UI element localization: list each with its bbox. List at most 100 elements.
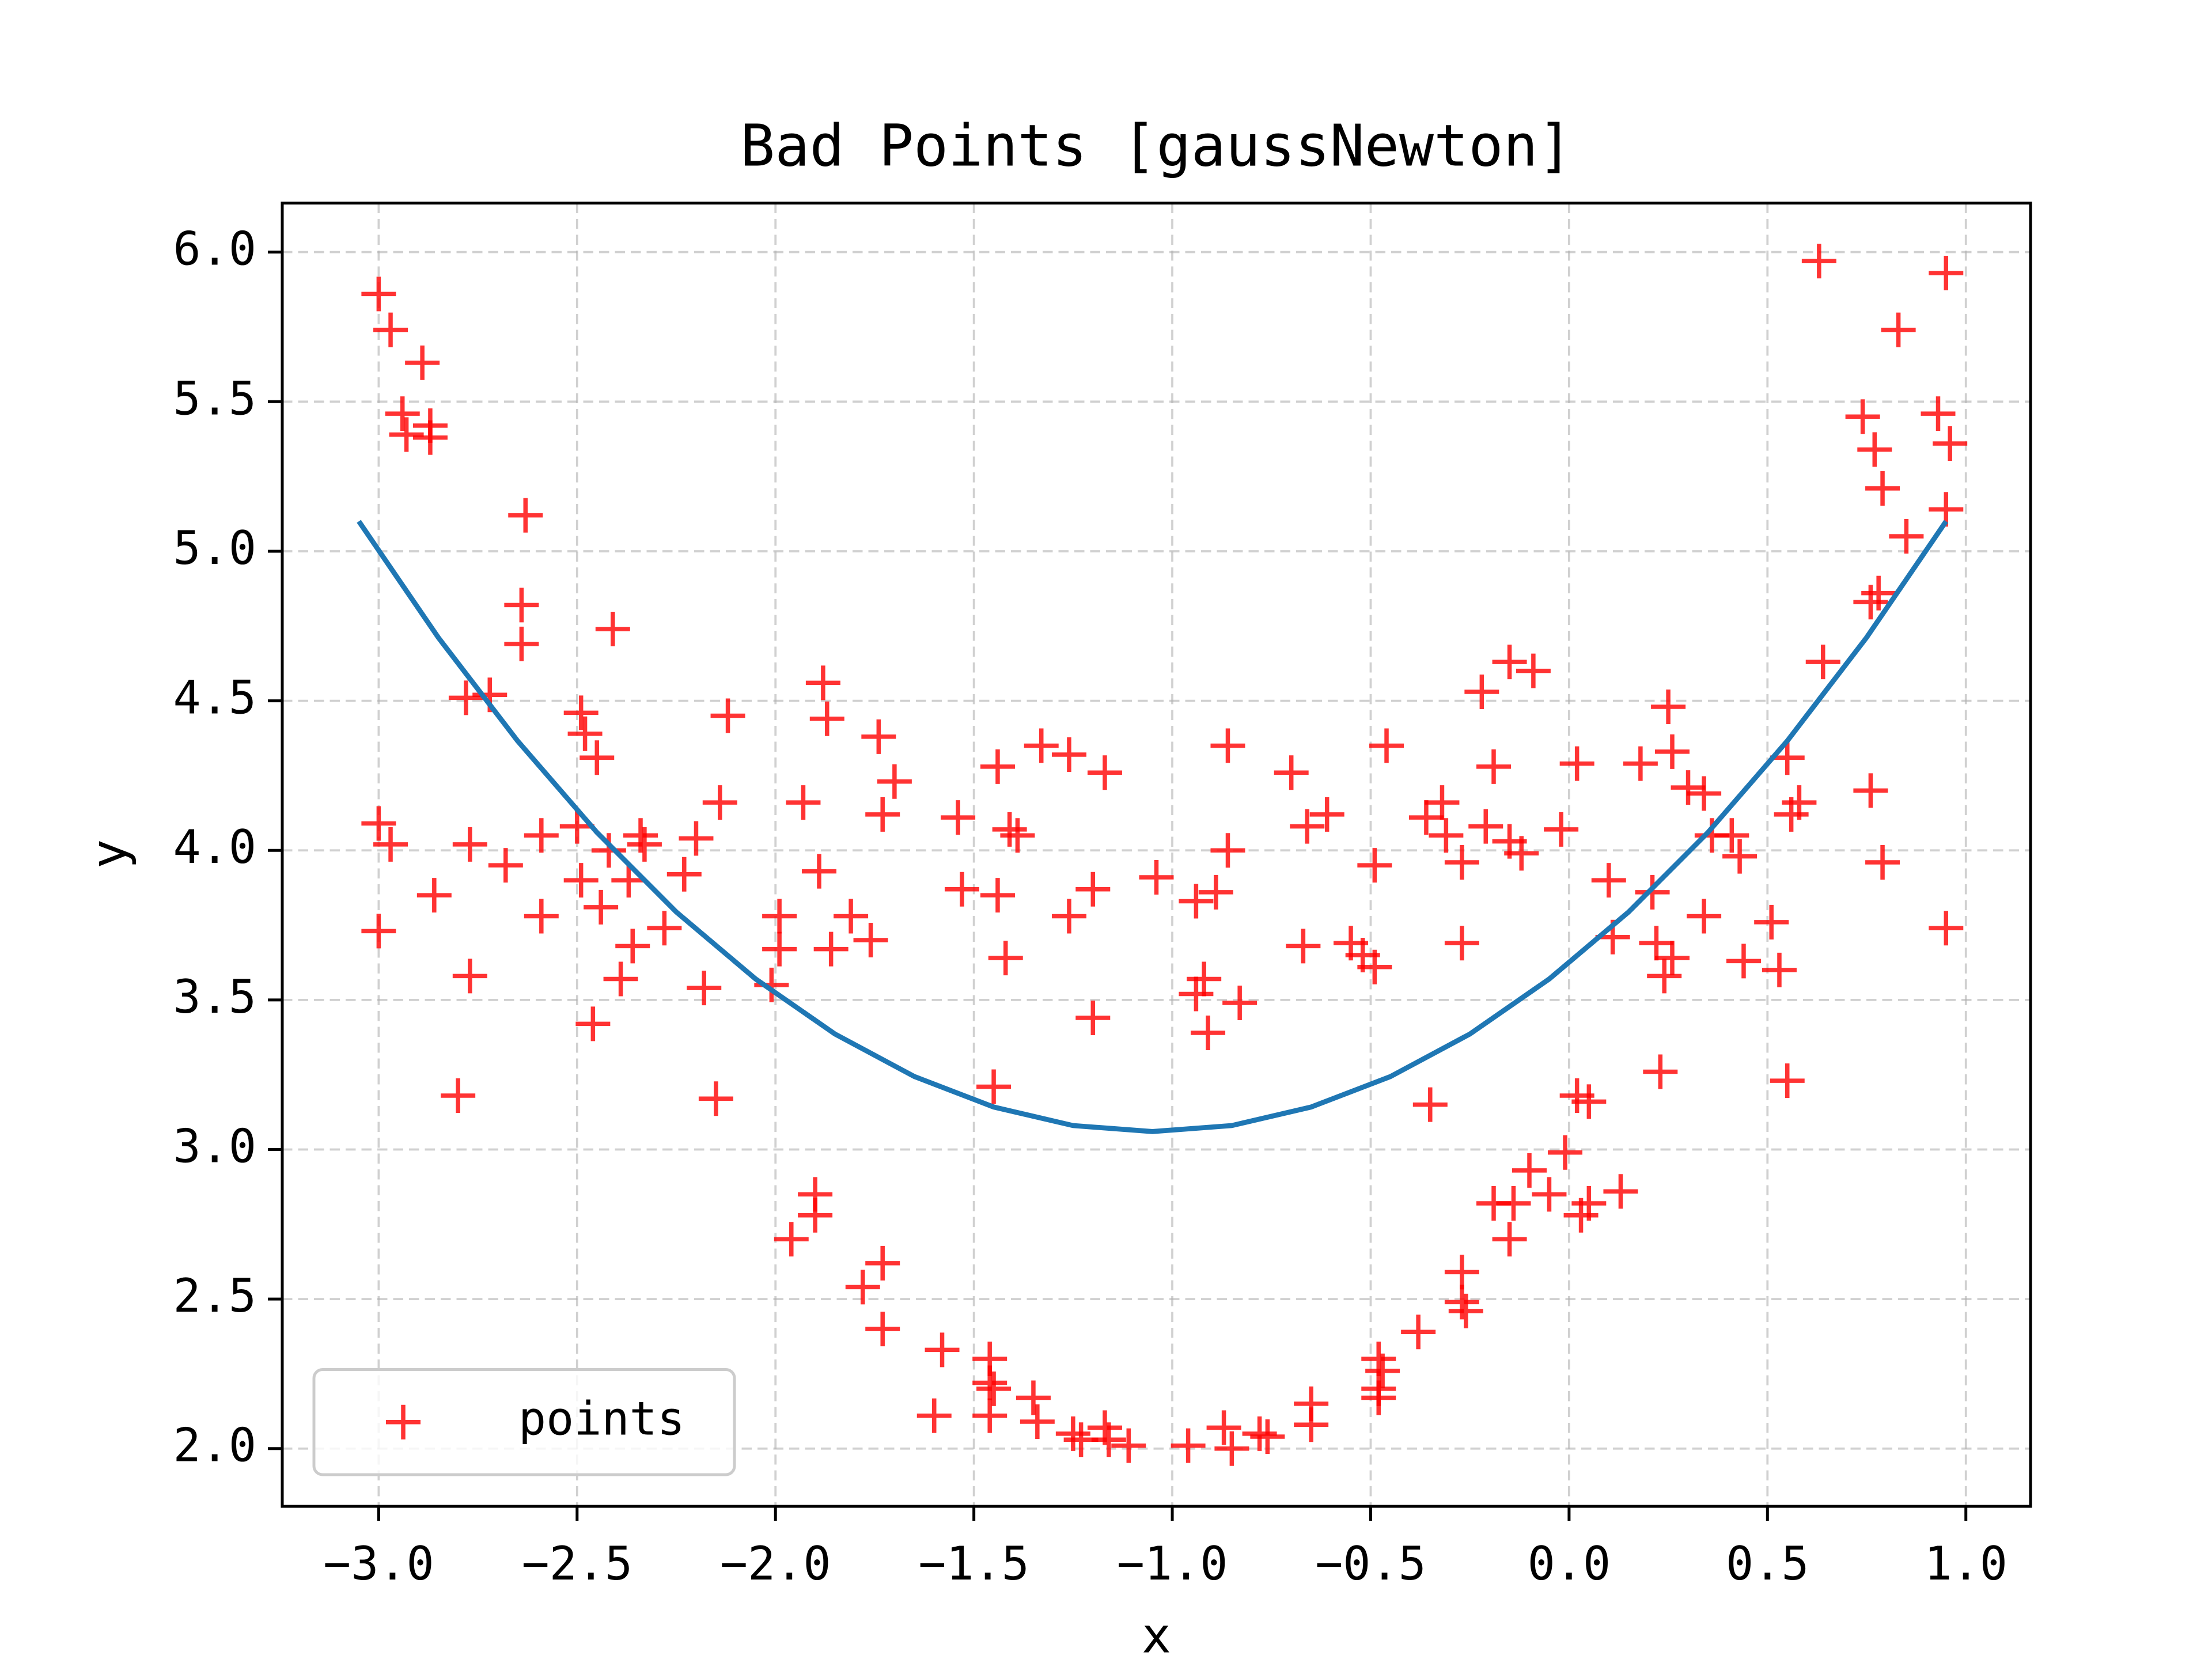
scatter-point — [1865, 471, 1900, 506]
y-tick-label: 6.0 — [173, 222, 257, 276]
scatter-point — [563, 863, 599, 898]
y-tick-label: 5.0 — [173, 521, 257, 575]
scatter-point — [1286, 929, 1321, 964]
scatter-point — [1881, 312, 1916, 347]
scatter-point — [972, 1398, 1007, 1433]
scatter-point — [1801, 244, 1836, 279]
scatter-point — [1921, 396, 1956, 431]
scatter-point — [1412, 1087, 1448, 1122]
scatter-point — [853, 923, 888, 958]
scatter-point — [1444, 926, 1479, 961]
scatter-point — [567, 716, 603, 751]
scatter-point — [1635, 874, 1670, 910]
scatter-point — [1654, 941, 1690, 976]
scatter-point — [865, 1245, 900, 1281]
scatter-point — [575, 1006, 611, 1041]
scatter-point — [813, 931, 849, 967]
scatter-point — [1654, 734, 1690, 769]
scatter-point — [361, 914, 396, 949]
scatter-point — [448, 680, 483, 715]
y-tick-label: 5.5 — [173, 372, 257, 425]
scatter-point — [1857, 432, 1892, 467]
scatter-point — [1051, 899, 1086, 934]
scatter-point — [845, 1270, 880, 1305]
scatter-point — [1492, 1222, 1527, 1257]
scatter-point — [1369, 728, 1404, 763]
scatter-point — [373, 312, 408, 347]
x-tick-label: −3.0 — [323, 1537, 434, 1590]
scatter-point — [1933, 426, 1968, 461]
scatter-point — [1075, 872, 1111, 907]
scatter-point — [834, 899, 869, 934]
scatter-point — [579, 740, 615, 775]
scatter-point — [441, 1078, 476, 1113]
x-tick-label: 0.0 — [1528, 1537, 1611, 1590]
chart-title: Bad Points [gaussNewton] — [740, 112, 1573, 179]
scatter-point — [1492, 645, 1527, 680]
legend-label: points — [518, 1392, 685, 1446]
x-tick-label: −0.5 — [1315, 1537, 1426, 1590]
scatter-point — [416, 878, 452, 913]
scatter-point — [992, 812, 1027, 847]
scatter-point — [1444, 844, 1479, 880]
scatter-point — [1782, 785, 1817, 820]
scatter-point — [373, 827, 408, 862]
scatter-point — [615, 929, 650, 964]
legend: points — [312, 1368, 736, 1476]
scatter-point — [1726, 944, 1761, 979]
scatter-point — [504, 626, 539, 661]
scatter-point — [1214, 1431, 1249, 1466]
legend-box — [312, 1368, 736, 1476]
y-tick-label: 4.0 — [173, 820, 257, 874]
scatter-point — [798, 1198, 833, 1233]
scatter-point — [627, 827, 662, 862]
scatter-point — [1714, 818, 1749, 853]
scatter-point — [623, 818, 658, 853]
scatter-point — [1361, 1380, 1396, 1415]
scatter-point — [1091, 1422, 1126, 1457]
scatter-point — [1179, 884, 1214, 919]
scatter-point — [698, 1081, 733, 1116]
scatter-point — [976, 1371, 1012, 1406]
scatter-point — [488, 848, 523, 883]
legend-marker — [386, 1404, 421, 1440]
scatter-point — [1687, 776, 1722, 811]
scatter-point — [786, 785, 821, 820]
scatter-point — [1210, 833, 1245, 868]
scatter-point — [1571, 1084, 1607, 1119]
scatter-point — [591, 833, 626, 868]
scatter-point — [595, 611, 630, 646]
scatter-point — [1762, 952, 1797, 987]
scatter-point — [865, 1312, 900, 1347]
scatter-point — [865, 797, 900, 832]
scatter-point — [972, 1365, 1007, 1400]
scatter-point — [666, 857, 702, 892]
scatter-point — [1357, 848, 1392, 883]
scatter-point — [1294, 1407, 1329, 1442]
scatter-point — [988, 941, 1023, 976]
scatter-point — [524, 818, 559, 853]
y-tick-label: 3.5 — [173, 970, 257, 1024]
scatter-point — [452, 827, 487, 862]
scatter-point — [710, 698, 745, 733]
y-tick-label: 2.0 — [173, 1419, 257, 1472]
scatter-point — [1024, 728, 1059, 763]
scatter-point — [1929, 492, 1964, 527]
scatter-point — [1532, 1177, 1567, 1212]
scatter-point — [1496, 1185, 1531, 1221]
scatter-point — [361, 806, 396, 841]
scatter-point — [679, 821, 714, 856]
scatter-point — [980, 749, 1015, 784]
scatter-point — [1408, 800, 1444, 835]
scatter-point — [412, 420, 448, 455]
scatter-point — [1591, 863, 1626, 898]
scatter-point — [1671, 770, 1706, 805]
scatter-point — [563, 695, 599, 730]
x-tick-label: 1.0 — [1924, 1537, 2008, 1590]
scatter-point — [1020, 1404, 1055, 1440]
scatter-point — [1055, 1416, 1090, 1451]
scatter-point — [1242, 1416, 1277, 1451]
scatter-point — [1206, 1410, 1241, 1445]
scatter-point — [1929, 256, 1964, 291]
